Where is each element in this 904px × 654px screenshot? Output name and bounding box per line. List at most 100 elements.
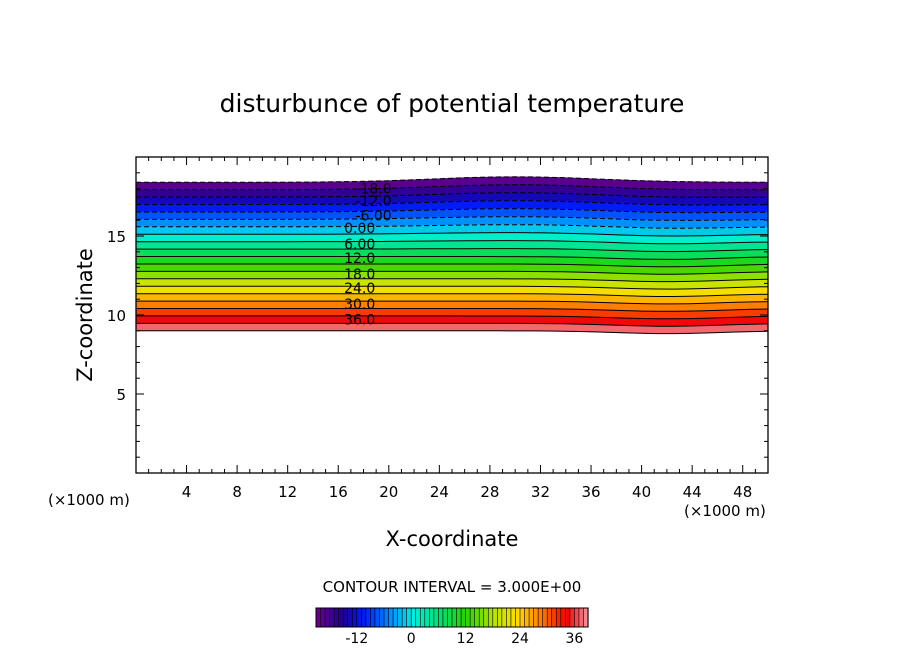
colorbar-segment [329,607,335,628]
x-tick-label: 40 [632,483,651,501]
colorbar-segment [578,607,585,628]
x-tick-label: 12 [278,483,297,501]
contour-line [136,315,768,320]
contour-line [136,263,768,268]
contour-line [136,200,768,206]
colorbar-frame [315,607,589,628]
colorbar-segment [429,607,435,628]
x-unit-label: (×1000 m) [684,502,766,520]
colorbar-segment [379,607,385,628]
colorbar-tick-label: 24 [511,631,529,647]
contour-line [136,216,768,221]
contour-label: -6.00 [355,209,391,225]
colorbar-segment [565,607,571,628]
colorbar-segment [456,607,462,628]
colorbar-segment [433,607,439,628]
colorbar-segment [342,607,349,628]
colorbar-segment [438,607,444,628]
colorbar-segment [415,607,421,628]
y-tick-label: 5 [116,386,126,404]
colorbar-segment [533,607,539,628]
colorbar-segment [447,607,453,628]
contour-line [136,300,768,305]
contour-label: 24.0 [344,281,375,297]
y-tick-label: 10 [107,307,126,325]
contour-line [136,232,768,237]
x-tick-label: 4 [182,483,192,501]
contour-line [136,248,768,253]
x-tick-label: 32 [531,483,550,501]
colorbar-segment [474,607,480,628]
colorbar-segment [333,607,340,628]
colorbar-segment [365,607,371,628]
x-tick-label: 28 [480,483,499,501]
colorbar-segment [315,607,322,628]
colorbar-segment [424,607,430,628]
colorbar-segment [338,607,344,628]
colorbar-segment [497,607,503,628]
colorbar-segment [546,607,553,628]
y-axis-label: Z-coordinate [73,248,97,382]
colorbar-segment [383,607,390,628]
colorbar-segment [374,607,381,628]
colorbar-segment [528,607,535,628]
colorbar-segment [515,607,521,628]
contour-label: -12.0 [355,194,391,210]
colorbar-segment [388,607,394,628]
colorbar-segment [351,607,358,628]
colorbar [315,607,589,628]
contour-labels: -18.0-12.0-6.000.006.0012.018.024.030.03… [344,182,392,329]
colorbar-segment [397,607,403,628]
colorbar-segment [537,607,544,628]
colorbar-segment [510,607,517,628]
y-tick-labels: 5 10 15 [107,228,126,404]
colorbar-segment [478,607,485,628]
colorbar-segment [410,607,417,628]
contour-line [136,278,768,283]
x-tick-label: 24 [430,483,449,501]
colorbar-segment [370,607,376,628]
x-tick-labels: 4 8 12 16 20 24 28 32 36 40 44 48 [182,483,752,501]
colorbar-segment [442,607,449,628]
colorbar-segment [465,607,471,628]
contour-label: 18.0 [344,267,375,283]
colorbar-segment [392,607,399,628]
contour-field [136,176,768,334]
colorbar-segment [560,607,566,628]
contour-label: -18.0 [355,182,391,198]
colorbar-segment [324,607,331,628]
colorbar-segment [451,607,458,628]
contour-line [136,293,768,297]
contour-line [136,308,768,312]
contour-line [136,184,768,191]
colorbar-segment [492,607,498,628]
y-unit-label: (×1000 m) [48,491,130,509]
x-tick-label: 16 [329,483,348,501]
colorbar-tick-label: -12 [345,631,368,647]
colorbar-segment [460,607,467,628]
chart-title: disturbunce of potential temperature [220,89,685,118]
x-tick-label: 36 [581,483,600,501]
contour-line [136,330,768,335]
contour-label: 6.00 [344,237,375,253]
colorbar-segment [401,607,408,628]
contour-line [136,224,768,229]
contour-line [136,176,768,183]
axis-ticks [136,157,768,473]
x-axis-label: X-coordinate [386,527,519,551]
colorbar-segment [574,607,580,628]
colorbar-segment [347,607,353,628]
colorbar-segment [487,607,494,628]
contour-interval-text: CONTOUR INTERVAL = 3.000E+00 [323,578,582,596]
contour-label: 36.0 [344,313,375,329]
colorbar-segment [419,607,426,628]
contour-label: 0.00 [344,221,375,237]
colorbar-segment [542,607,548,628]
contour-line [136,208,768,214]
colorbar-segment [555,607,562,628]
colorbar-segment [524,607,530,628]
contour-line [136,285,768,290]
contour-line [136,270,768,275]
colorbar-segment [356,607,362,628]
